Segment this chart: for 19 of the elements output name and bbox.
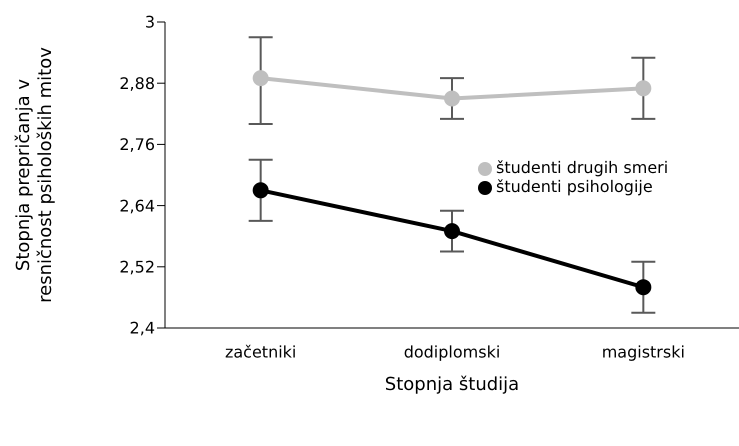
x-tick-label: začetniki (224, 342, 296, 362)
x-tick-label: magistrski (602, 342, 685, 362)
y-tick-label: 2,4 (130, 318, 155, 338)
y-axis-title: Stopnja prepričanja v resničnost psiholoških mitov (13, 46, 56, 303)
x-tick-label: dodiplomski (404, 342, 500, 362)
x-axis-title: Stopnja študija (384, 374, 520, 395)
y-tick-label: 2,76 (119, 135, 155, 154)
legend-label: študenti psihologije (496, 177, 653, 196)
point (635, 80, 652, 96)
y-tick-label: 2,88 (119, 74, 155, 93)
legend-label: študenti drugih smeri (496, 158, 668, 177)
point (444, 90, 460, 106)
point (252, 70, 269, 86)
point (635, 279, 652, 296)
y-tick-label: 2,52 (119, 257, 155, 276)
y-tick-label: 2,64 (119, 196, 155, 216)
point (252, 182, 269, 198)
point (444, 223, 460, 240)
y-tick-label: 3 (144, 12, 155, 32)
